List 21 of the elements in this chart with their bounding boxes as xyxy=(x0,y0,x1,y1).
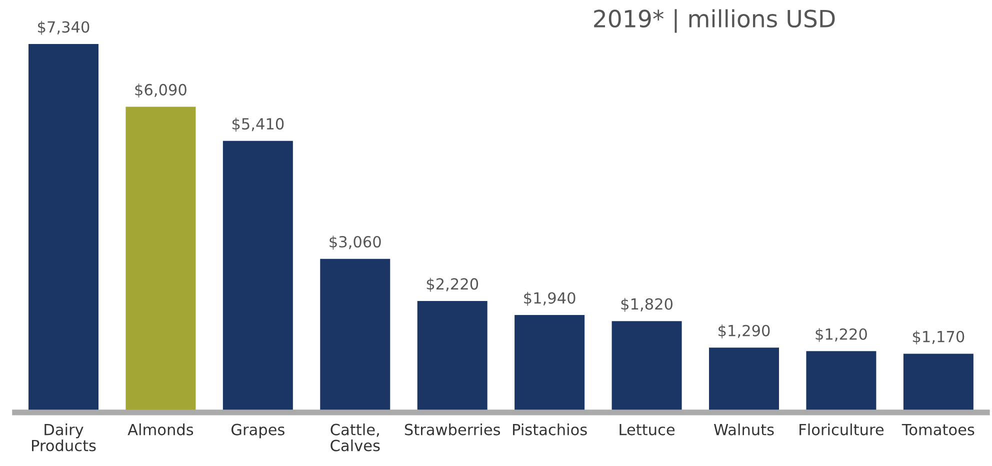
x-tick-label: Dairy Products xyxy=(32,424,96,452)
x-tick-label: Pistachios xyxy=(513,424,587,436)
data-label: $1,940 xyxy=(524,292,576,306)
data-label: $3,060 xyxy=(330,236,381,250)
x-tick-label: Almonds xyxy=(128,424,194,436)
data-label: $1,170 xyxy=(912,330,964,344)
data-label: $7,340 xyxy=(38,20,90,35)
data-label: $1,820 xyxy=(621,298,672,312)
x-tick-label: Cattle, Calves xyxy=(330,424,380,452)
data-label: $5,410 xyxy=(232,118,284,132)
x-tick-label: Grapes xyxy=(232,424,284,438)
data-label: $1,220 xyxy=(816,328,867,342)
chart-title: 2019* | millions USD xyxy=(594,9,835,33)
data-label: $6,090 xyxy=(135,84,186,98)
x-tick-label: Tomatoes xyxy=(902,424,974,436)
data-label: $2,220 xyxy=(426,278,478,292)
x-tick-label: Walnuts xyxy=(714,424,774,436)
x-tick-label: Floriculture xyxy=(800,424,884,436)
data-label: $1,290 xyxy=(718,324,770,338)
x-tick-label: Strawberries xyxy=(404,424,500,436)
x-tick-label: Lettuce xyxy=(620,424,675,436)
